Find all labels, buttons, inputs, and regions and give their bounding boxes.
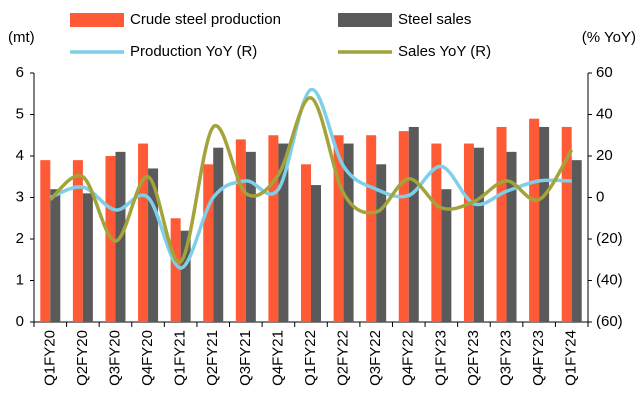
x-tick-label: Q3FY23 — [497, 330, 514, 386]
bar — [539, 126, 550, 322]
y-tick-label: 3 — [16, 188, 24, 205]
bar — [180, 230, 191, 322]
x-tick-label: Q1FY23 — [432, 330, 449, 386]
y2-tick-label: 60 — [596, 64, 613, 81]
x-tick-label: Q1FY24 — [563, 330, 580, 386]
x-tick-label: Q2FY21 — [204, 330, 221, 386]
bar — [506, 151, 517, 322]
bar — [50, 189, 61, 322]
legend-swatch — [70, 13, 124, 27]
x-tick-label: Q3FY21 — [237, 330, 254, 386]
y2-axis-label: (% YoY) — [582, 29, 636, 46]
line — [49, 87, 572, 270]
legend-label: Steel sales — [398, 11, 471, 28]
y2-tick-label: (20) — [596, 230, 623, 247]
legend-label: Sales YoY (R) — [398, 43, 491, 60]
bar — [148, 168, 159, 322]
line — [49, 96, 574, 264]
y-tick-label: 0 — [16, 313, 24, 330]
y2-tick-label: 20 — [596, 147, 613, 164]
bar — [398, 131, 409, 322]
legend-label: Production YoY (R) — [130, 43, 257, 60]
bar — [366, 135, 377, 322]
bar — [441, 189, 452, 322]
bar — [431, 143, 442, 322]
x-tick-label: Q3FY20 — [106, 330, 123, 386]
bar — [376, 164, 387, 322]
y2-tick-label: 0 — [596, 188, 604, 205]
bar — [170, 218, 181, 322]
bar — [213, 147, 224, 322]
bar — [343, 143, 354, 322]
x-tick-label: Q2FY22 — [335, 330, 352, 386]
y2-tick-label: (60) — [596, 313, 623, 330]
bar — [245, 151, 256, 322]
bar — [268, 135, 279, 322]
x-tick-label: Q4FY22 — [400, 330, 417, 386]
x-tick-label: Q4FY21 — [269, 330, 286, 386]
y-axis-label: (mt) — [8, 29, 35, 46]
bar — [529, 118, 540, 323]
bar — [40, 160, 51, 322]
x-tick-label: Q1FY22 — [302, 330, 319, 386]
y2-tick-label: (40) — [596, 271, 623, 288]
x-tick-label: Q2FY20 — [74, 330, 91, 386]
bar — [278, 143, 289, 322]
bar — [235, 139, 246, 322]
bar — [496, 126, 507, 322]
legend-label: Crude steel production — [130, 11, 281, 28]
y2-tick-label: 40 — [596, 105, 613, 122]
y-tick-label: 2 — [16, 230, 24, 247]
bar — [333, 135, 344, 322]
legend-swatch — [338, 13, 392, 27]
x-tick-label: Q2FY23 — [465, 330, 482, 386]
bar — [408, 126, 419, 322]
bar — [561, 126, 572, 322]
x-tick-label: Q3FY22 — [367, 330, 384, 386]
y-tick-label: 6 — [16, 64, 24, 81]
x-tick-label: Q1FY20 — [41, 330, 58, 386]
bar — [463, 143, 474, 322]
y-tick-label: 5 — [16, 105, 24, 122]
y-tick-label: 1 — [16, 271, 24, 288]
bar — [82, 193, 93, 322]
bar — [311, 185, 321, 322]
bar — [301, 164, 311, 322]
x-tick-label: Q1FY21 — [172, 330, 189, 386]
bar — [571, 160, 582, 322]
y-tick-label: 4 — [16, 147, 24, 164]
bar — [473, 147, 484, 322]
bar — [203, 164, 214, 322]
bar — [72, 160, 83, 322]
bar — [138, 143, 149, 322]
x-tick-label: Q4FY20 — [139, 330, 156, 386]
x-tick-label: Q4FY23 — [530, 330, 547, 386]
